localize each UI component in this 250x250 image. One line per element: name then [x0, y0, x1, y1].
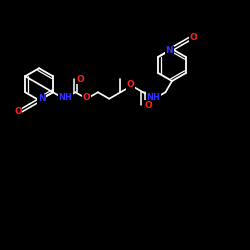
Text: N: N: [38, 94, 46, 103]
Text: NH: NH: [58, 93, 72, 102]
Text: O: O: [189, 33, 197, 42]
Text: O: O: [144, 101, 152, 110]
Text: O: O: [83, 93, 90, 102]
Text: O: O: [76, 75, 84, 84]
Text: O: O: [14, 107, 22, 116]
Text: O: O: [127, 80, 134, 89]
Text: NH: NH: [146, 93, 160, 102]
Text: N: N: [166, 46, 173, 55]
